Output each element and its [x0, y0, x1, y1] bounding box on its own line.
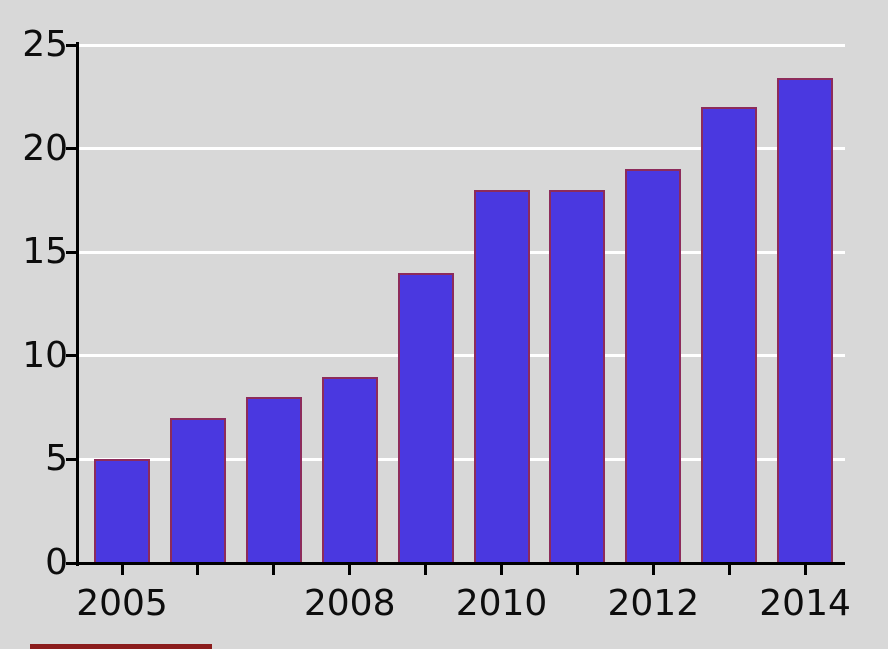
x-axis-tick-2006	[196, 563, 200, 575]
cutoff-caption-line	[30, 644, 212, 649]
grid-line-y-15	[78, 250, 845, 254]
bar-2005	[94, 459, 150, 563]
x-axis-tick-2009	[424, 563, 428, 575]
grid-line-y-25	[78, 43, 845, 47]
x-axis-label-2005: 2005	[76, 583, 168, 624]
x-axis-tick-2013	[727, 563, 731, 575]
x-axis-tick-2010	[500, 563, 503, 575]
y-axis-label-25: 25	[22, 24, 68, 65]
grid-line-y-10	[78, 354, 845, 358]
bar-2006	[169, 417, 226, 563]
y-axis-tick-20	[66, 147, 78, 151]
y-axis-label-10: 10	[22, 334, 68, 376]
bar-2011	[549, 190, 606, 563]
y-axis-label-5: 5	[45, 438, 68, 480]
y-axis-tick-25	[66, 43, 78, 47]
bar-2012	[625, 169, 682, 563]
x-axis-label-2008: 2008	[303, 583, 396, 624]
y-axis-line	[76, 42, 79, 566]
bar-2010	[473, 190, 530, 563]
x-axis-label-2012: 2012	[607, 583, 700, 624]
y-axis-tick-0	[66, 561, 78, 565]
grid-line-y-5	[78, 457, 845, 461]
x-axis-tick-2011	[575, 563, 579, 575]
grid-line-y-20	[78, 147, 845, 151]
bar-2008	[321, 376, 378, 563]
x-axis-tick-2007	[272, 563, 276, 575]
x-axis-label-2010: 2010	[455, 583, 548, 624]
y-axis-tick-15	[66, 250, 78, 254]
x-axis-tick-2014	[803, 563, 807, 575]
bar-2014	[777, 78, 834, 563]
y-axis-tick-5	[66, 457, 78, 461]
bar-2007	[245, 397, 302, 563]
y-axis-tick-10	[66, 354, 78, 358]
x-axis-baseline	[76, 562, 845, 565]
x-axis-label-2014: 2014	[759, 583, 851, 624]
y-axis-label-20: 20	[22, 127, 68, 169]
bar-2013	[701, 107, 758, 563]
x-axis-tick-2008	[348, 563, 352, 575]
y-axis-label-15: 15	[22, 231, 68, 273]
bar-2009	[397, 272, 454, 563]
x-axis-tick-2012	[651, 563, 655, 575]
y-axis-label-0: 0	[45, 542, 68, 583]
x-axis-tick-2005	[120, 563, 124, 575]
